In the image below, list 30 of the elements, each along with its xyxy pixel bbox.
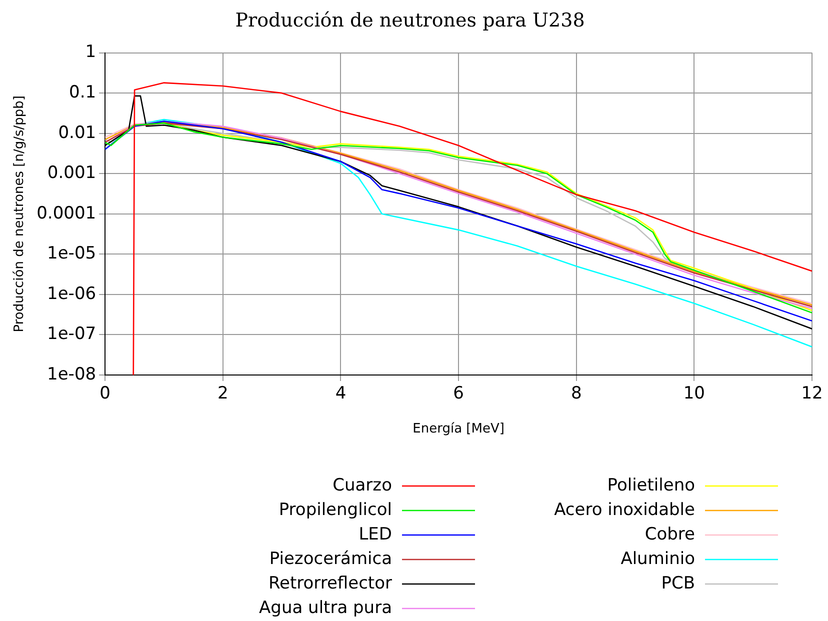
y-axis-title: Producción de neutrones [n/g/s/ppb]	[12, 96, 28, 332]
legend-label: LED	[358, 524, 392, 544]
x-tick-label: 6	[453, 384, 464, 404]
legend-label: PCB	[661, 573, 695, 594]
x-tick-label: 4	[335, 384, 346, 404]
legend-label: Piezocerámica	[269, 548, 392, 569]
y-tick-label: 0.0001	[36, 203, 96, 224]
x-axis-title: Energía [MeV]	[412, 422, 504, 437]
x-tick-label: 10	[683, 384, 705, 404]
legend-label: Acero inoxidable	[554, 500, 695, 520]
legend-label: Retrorreflector	[268, 573, 392, 594]
x-tick-label: 2	[217, 384, 228, 404]
legend-label: Polietileno	[607, 475, 695, 496]
legend-label: Cuarzo	[332, 475, 392, 496]
legend-label: Propilenglicol	[278, 500, 392, 520]
legend-label: Cobre	[644, 524, 695, 544]
y-tick-label: 0.01	[58, 122, 96, 143]
legend-label: Aluminio	[620, 548, 695, 569]
legend-label: Agua ultra pura	[259, 598, 392, 618]
y-tick-label: 1e-08	[47, 364, 96, 384]
y-tick-label: 1e-05	[47, 244, 96, 264]
chart-title: Producción de neutrones para U238	[235, 9, 585, 32]
y-tick-label: 0.001	[47, 163, 96, 184]
y-tick-label: 1	[85, 42, 96, 62]
x-tick-label: 12	[801, 384, 823, 404]
y-tick-label: 1e-07	[47, 324, 96, 344]
x-tick-label: 8	[570, 384, 582, 404]
y-tick-label: 0.1	[69, 82, 96, 102]
x-tick-label: 0	[100, 384, 110, 404]
y-tick-label: 1e-06	[47, 284, 96, 304]
